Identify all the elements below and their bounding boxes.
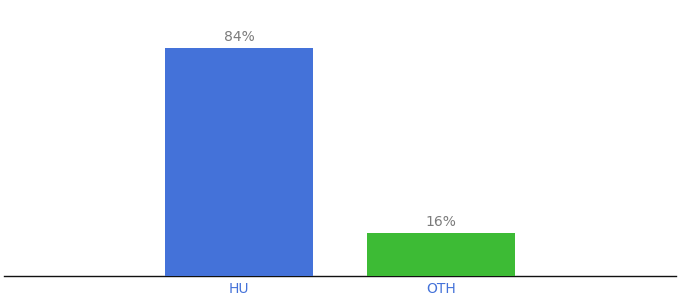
Bar	[165, 48, 313, 276]
Text: 84%: 84%	[224, 30, 254, 44]
Bar	[367, 233, 515, 276]
Text: 16%: 16%	[425, 215, 456, 230]
